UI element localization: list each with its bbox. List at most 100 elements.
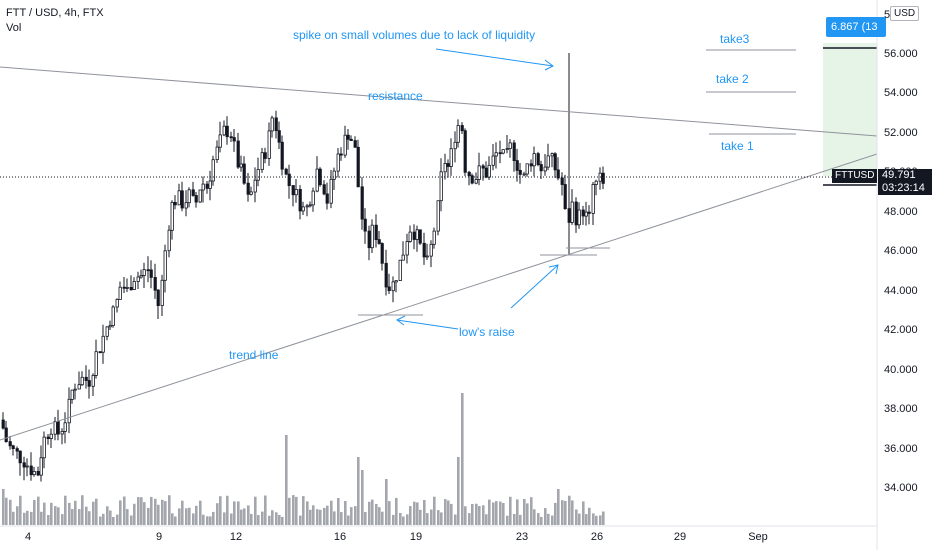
volume-bar (599, 515, 602, 525)
candle (581, 205, 585, 225)
volume-bar (206, 516, 209, 525)
volume-bar (178, 508, 181, 525)
take2-annotation[interactable]: take 2 (716, 72, 749, 86)
candle (208, 170, 212, 201)
candle (329, 170, 333, 209)
volume-bar (595, 515, 598, 525)
candle (308, 201, 312, 208)
candle (353, 136, 357, 148)
candle (481, 163, 485, 181)
candle (498, 140, 502, 164)
candle (153, 263, 157, 299)
candle (108, 320, 112, 330)
volume-bar (416, 502, 419, 525)
candle (246, 173, 250, 202)
candle (543, 154, 547, 176)
volume-bar (478, 506, 481, 525)
time-tick-label: 9 (155, 531, 163, 543)
volume-bar (519, 514, 522, 525)
candle (408, 225, 412, 243)
candle (242, 156, 246, 185)
volume-bar (43, 502, 46, 525)
candle (67, 387, 71, 434)
price-tick-label: 48.000 (884, 205, 918, 218)
volume-bar (216, 503, 219, 525)
candle (339, 147, 343, 161)
candle (249, 186, 253, 196)
candle (122, 277, 126, 293)
lows-raise-annotation[interactable]: low's raise (459, 325, 515, 339)
volume-bar (185, 508, 188, 525)
candle (170, 200, 174, 240)
volume-bar (233, 501, 236, 525)
volume-bar (188, 507, 191, 525)
volume-label[interactable]: Vol (6, 22, 22, 34)
volume-bar (57, 507, 60, 525)
candle (80, 371, 84, 386)
currency-button[interactable]: USD (890, 6, 920, 21)
volume-bar (554, 502, 557, 525)
trend-line-annotation[interactable]: trend line (229, 348, 279, 362)
volume-bar (437, 510, 440, 525)
volume-bar (395, 497, 398, 525)
volume-bar (399, 513, 402, 525)
candle (105, 326, 109, 341)
candle (184, 190, 188, 217)
candle (446, 159, 450, 178)
candle (177, 183, 181, 206)
candle (563, 174, 567, 210)
resistance-line[interactable] (0, 66, 878, 137)
candle (287, 164, 291, 199)
candle (332, 167, 336, 190)
volume-bar (568, 495, 571, 525)
volume-bar (195, 505, 198, 525)
volume-bar (457, 457, 460, 525)
volume-bar (116, 514, 119, 525)
price-tick-label: 52.000 (884, 126, 918, 139)
symbol-title[interactable]: FTT / USD, 4h, FTX (6, 7, 104, 19)
volume-bar (137, 497, 140, 525)
candle (49, 428, 53, 448)
chart-legend: FTT / USD, 4h, FTX Vol (6, 6, 104, 36)
candle (460, 122, 464, 134)
lows-arrow-right-head (548, 264, 559, 275)
candle (443, 153, 447, 180)
volume-bar (33, 500, 36, 525)
candle (77, 371, 81, 390)
volume-bar (295, 496, 298, 525)
volume-bar (426, 513, 429, 525)
candle (73, 383, 77, 400)
candle (405, 233, 409, 264)
resistance-annotation[interactable]: resistance (368, 89, 423, 103)
volume-bar (368, 501, 371, 525)
volume-bar (513, 514, 516, 525)
spike-annotation[interactable]: spike on small volumes due to lack of li… (293, 28, 536, 42)
time-tick-label: 29 (673, 531, 687, 543)
spike-arrow-head (544, 59, 554, 71)
candle (508, 139, 512, 158)
volume-bar (361, 470, 364, 525)
volume-bar (578, 513, 581, 525)
volume-bar (81, 495, 84, 525)
volume-bar (240, 509, 243, 525)
trend-line[interactable] (0, 153, 878, 441)
candle (149, 260, 153, 289)
time-tick-label: 19 (409, 531, 423, 543)
volume-bar (254, 496, 257, 525)
candle (360, 177, 364, 230)
spike-arrow (435, 48, 554, 67)
volume-bar (316, 509, 319, 525)
take3-annotation[interactable]: take3 (720, 32, 750, 46)
candle (315, 156, 319, 193)
volume-bar (219, 496, 222, 525)
volume-bar (306, 501, 309, 525)
volume-bar (333, 511, 336, 525)
volume-bar (250, 513, 253, 525)
candle (39, 445, 43, 482)
take1-annotation[interactable]: take 1 (721, 139, 754, 153)
candle (587, 205, 591, 225)
candle (118, 281, 122, 300)
candle (256, 157, 260, 187)
candle (570, 189, 574, 225)
